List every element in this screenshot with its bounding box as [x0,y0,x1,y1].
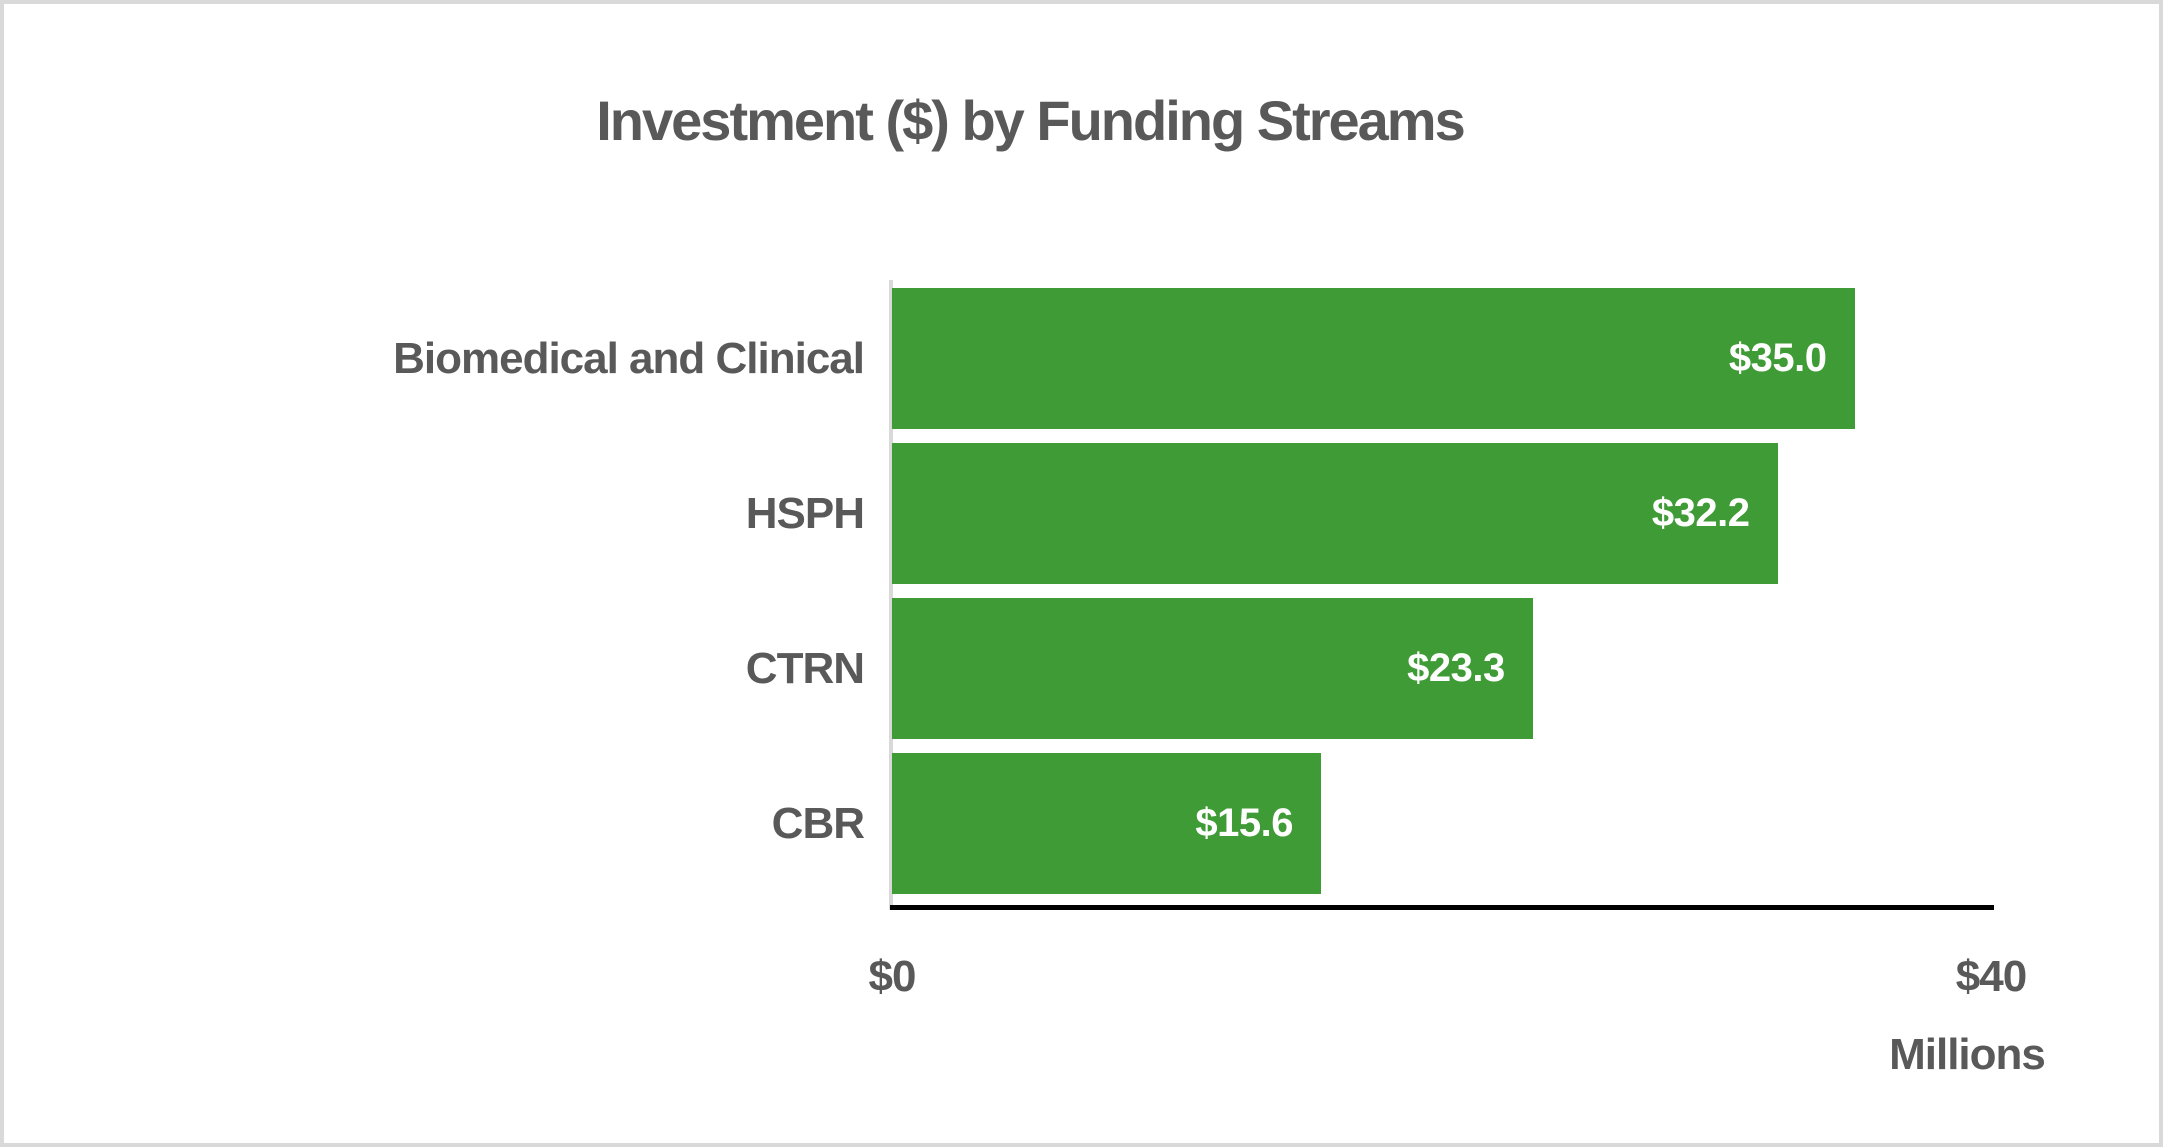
category-label-biomedical-and-clinical: Biomedical and Clinical [393,334,865,383]
x-axis-units-label: Millions [1889,1030,2046,1079]
bar-value-label: $35.0 [1728,336,1827,380]
category-label-ctrn: CTRN [745,644,865,693]
zero-gridline [889,280,893,910]
plot-area: $35.0 $32.2 $23.3 $15.6 [889,280,1994,910]
category-label-cbr: CBR [771,799,865,848]
x-axis-line [890,905,1994,910]
category-label-hsph: HSPH [745,489,865,538]
chart-title: Investment ($) by Funding Streams [596,89,1465,152]
x-axis-tick-zero: $0 [868,952,917,1001]
bar-value-label: $32.2 [1651,491,1750,535]
bar-biomedical-and-clinical: $35.0 [892,288,1855,429]
bar-value-label: $15.6 [1195,801,1293,845]
x-axis-tick-max: $40 [1955,952,2027,1001]
bar-ctrn: $23.3 [892,598,1533,739]
bar-value-label: $23.3 [1407,646,1505,690]
bar-hsph: $32.2 [892,443,1778,584]
category-axis: Biomedical and Clinical HSPH CTRN CBR [4,288,892,910]
bar-cbr: $15.6 [892,753,1321,894]
